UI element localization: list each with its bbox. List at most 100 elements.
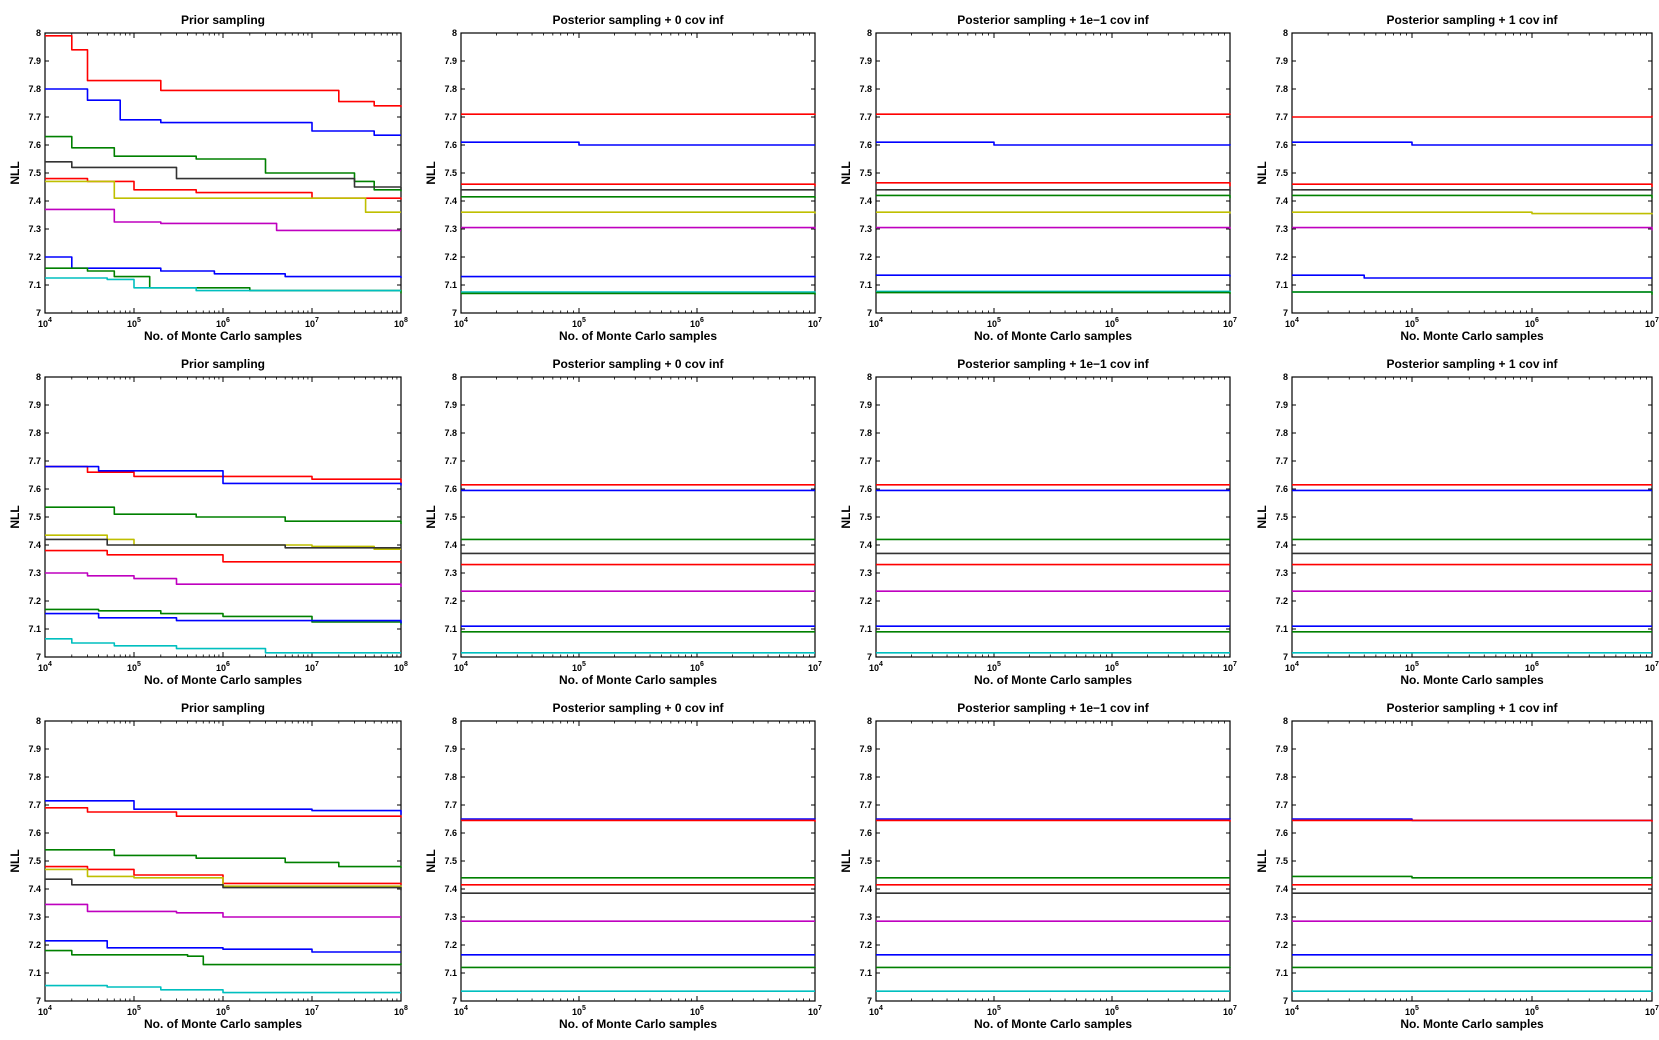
series-line-cyan (45, 984, 401, 994)
y-tick-label: 7.3 (444, 224, 457, 234)
series-line-green (45, 135, 402, 192)
y-tick-label: 7.2 (1275, 940, 1288, 950)
y-tick-label: 7.1 (444, 280, 457, 290)
y-tick-label: 7 (452, 308, 457, 318)
y-tick-label: 7.6 (444, 140, 457, 150)
y-tick-label: 7.9 (1275, 56, 1288, 66)
series-line-red (461, 819, 816, 822)
plot-area (875, 376, 1231, 658)
series-line-olive (876, 211, 1231, 214)
plot-area (460, 376, 816, 658)
x-tick-label: 105 (987, 1005, 1001, 1017)
series-line-blue (45, 256, 402, 278)
y-tick-label: 7.9 (1275, 744, 1288, 754)
x-axis-label: No. of Monte Carlo samples (974, 673, 1132, 687)
y-axis-label: NLL (424, 849, 438, 872)
y-tick-label: 7 (452, 652, 457, 662)
y-axis-label: NLL (8, 161, 22, 184)
y-tick-label: 7.4 (1275, 540, 1288, 550)
y-tick-label: 7.9 (444, 400, 457, 410)
y-tick-label: 7.2 (1275, 252, 1288, 262)
y-tick-label: 7.3 (28, 912, 41, 922)
x-tick-label: 107 (1223, 661, 1237, 673)
series-line-green (1292, 875, 1653, 879)
series-line-blue (1292, 274, 1652, 279)
series-line-magenta (876, 226, 1231, 229)
y-tick-label: 7.9 (28, 744, 41, 754)
y-tick-label: 7.7 (1275, 800, 1288, 810)
y-tick-label: 7.2 (1275, 596, 1288, 606)
subplot-3-2: Posterior sampling + 0 cov inf 7 7.1 7.2 7.3… (424, 701, 822, 1031)
y-tick-label: 7.7 (28, 112, 41, 122)
x-tick-label: 107 (808, 317, 822, 329)
y-tick-label: 7 (867, 308, 872, 318)
y-axis-label: NLL (8, 849, 22, 872)
x-axis-label: No. of Monte Carlo samples (559, 329, 717, 343)
series-line-blue (876, 141, 1231, 146)
y-tick-label: 7.5 (444, 168, 457, 178)
y-tick-label: 7 (867, 652, 872, 662)
y-axis-label: NLL (1255, 849, 1269, 872)
y-tick-label: 7 (1283, 996, 1288, 1006)
y-tick-label: 7.3 (444, 912, 457, 922)
x-tick-label: 104 (454, 317, 468, 329)
y-tick-label: 7.7 (444, 800, 457, 810)
series-line-red (876, 113, 1231, 115)
y-tick-label: 7.5 (1275, 856, 1288, 866)
chart-title: Prior sampling (181, 701, 265, 715)
y-tick-label: 7.6 (1275, 140, 1288, 150)
chart-title: Posterior sampling + 1e−1 cov inf (957, 357, 1149, 371)
y-tick-label: 7.2 (28, 252, 41, 262)
x-tick-label: 107 (305, 661, 319, 673)
plot-area (460, 720, 816, 1002)
series-line-olive (45, 180, 401, 213)
y-tick-label: 7.5 (1275, 168, 1288, 178)
x-axis-label: No. Monte Carlo samples (1400, 1017, 1544, 1031)
y-tick-label: 7.4 (1275, 196, 1288, 206)
series-line-red (45, 549, 402, 564)
subplot-2-1: Prior sampling 7 7.1 7.2 7.3 7.4 7.5 7.6 7.7 7.8 7… (8, 357, 408, 687)
x-tick-label: 104 (38, 317, 52, 329)
y-tick-label: 7.2 (28, 940, 41, 950)
series-line-blue (461, 818, 816, 820)
series-line-green (45, 608, 402, 625)
series-line-olive (1292, 211, 1653, 215)
y-tick-label: 7.1 (444, 968, 457, 978)
series-line-green (1292, 194, 1653, 199)
y-tick-label: 7.9 (859, 744, 872, 754)
x-tick-label: 106 (1105, 1005, 1119, 1017)
y-tick-label: 7.5 (859, 168, 872, 178)
x-axis-label: No. Monte Carlo samples (1400, 673, 1544, 687)
series-line-red (1292, 115, 1653, 118)
series-line-blue (45, 88, 401, 136)
series-line-green (45, 506, 402, 524)
series-line-cyan (876, 290, 1231, 293)
x-tick-label: 104 (869, 317, 883, 329)
x-tick-label: 104 (869, 661, 883, 673)
y-tick-label: 7.6 (1275, 828, 1288, 838)
y-tick-label: 7.5 (28, 856, 41, 866)
series-line-black (45, 161, 402, 190)
y-tick-label: 7.9 (28, 400, 41, 410)
series-line-blue (45, 465, 402, 486)
x-tick-label: 105 (572, 317, 586, 329)
y-tick-label: 8 (867, 28, 872, 38)
x-tick-label: 107 (1645, 1005, 1659, 1017)
y-tick-label: 7.8 (28, 428, 41, 438)
series-line-black (1292, 189, 1653, 191)
subplot-3-3: Posterior sampling + 1e−1 cov inf 7 7.1 7.2… (839, 701, 1237, 1031)
y-axis-label: NLL (424, 505, 438, 528)
y-tick-label: 8 (867, 716, 872, 726)
series-line-olive (45, 868, 402, 888)
plot-area (875, 32, 1231, 314)
series-line-blue (45, 612, 402, 624)
y-tick-label: 8 (867, 372, 872, 382)
y-tick-label: 7.9 (28, 56, 41, 66)
y-tick-label: 7.1 (28, 624, 41, 634)
series-line-black (45, 878, 402, 891)
chart-title: Posterior sampling + 1 cov inf (1386, 701, 1558, 715)
y-tick-label: 7.2 (859, 596, 872, 606)
x-tick-label: 107 (1223, 317, 1237, 329)
x-tick-label: 107 (305, 1005, 319, 1017)
